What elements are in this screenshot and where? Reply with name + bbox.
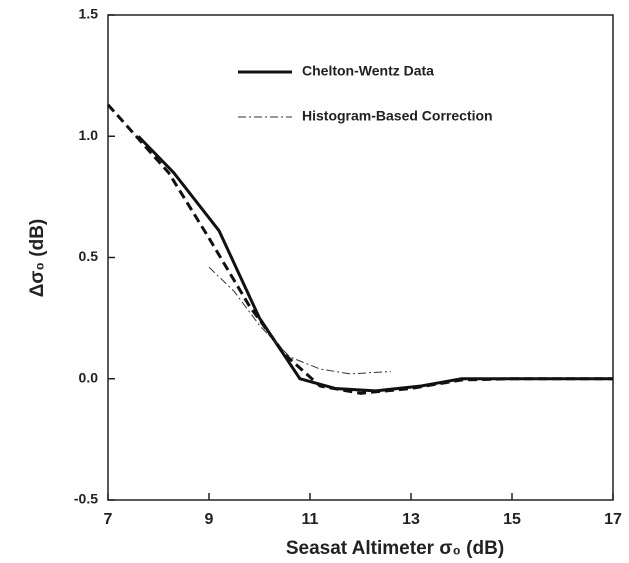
series-line — [208, 266, 391, 375]
x-tick-label: 13 — [402, 511, 420, 528]
y-tick-label: 0.0 — [79, 369, 99, 385]
y-tick-label: -0.5 — [74, 491, 98, 507]
series-line — [106, 103, 613, 395]
x-tick-label: 11 — [302, 511, 319, 528]
x-axis-label: Seasat Altimeter σ₀ (dB) — [286, 538, 504, 559]
x-tick-label: 7 — [104, 511, 113, 528]
x-tick-label: 9 — [205, 511, 214, 528]
x-tick-label: 17 — [604, 511, 622, 528]
plot-frame — [107, 14, 614, 501]
y-tick-label: 1.0 — [79, 127, 99, 143]
x-tick-label: 15 — [503, 511, 521, 528]
series-line — [137, 135, 613, 393]
y-tick-label: 0.5 — [79, 248, 99, 264]
legend-label: Histogram-Based Correction — [302, 108, 493, 124]
y-tick-label: 1.5 — [79, 6, 99, 22]
y-axis-label: Δσ₀ (dB) — [27, 219, 48, 297]
legend-label: Chelton-Wentz Data — [302, 63, 434, 79]
